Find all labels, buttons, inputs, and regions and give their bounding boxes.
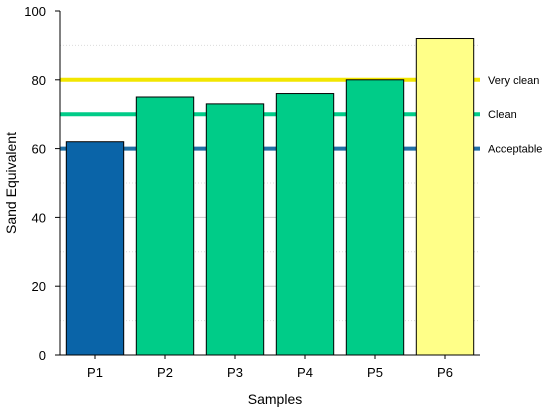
x-tick-label: P4: [297, 365, 313, 380]
reference-line-label: Very clean: [488, 75, 539, 87]
x-tick-label: P5: [367, 365, 383, 380]
bar: [205, 103, 265, 356]
y-tick-label: 40: [32, 210, 46, 225]
y-tick-label: 100: [24, 4, 46, 19]
reference-line-label: Acceptable: [488, 144, 542, 156]
y-tick-label: 60: [32, 142, 46, 157]
x-tick-label: P3: [227, 365, 243, 380]
x-tick-label: P2: [157, 365, 173, 380]
x-tick-label: P6: [437, 365, 453, 380]
y-tick-label: 20: [32, 279, 46, 294]
y-tick-label: 80: [32, 73, 46, 88]
x-tick-label: P1: [87, 365, 103, 380]
bar: [345, 79, 405, 356]
x-axis-label: Samples: [248, 391, 302, 407]
reference-line-label: Clean: [488, 109, 517, 121]
y-tick-label: 0: [39, 348, 46, 363]
bar: [415, 38, 475, 356]
y-axis-label: Sand Equivalent: [3, 132, 19, 234]
bar: [275, 93, 335, 356]
bar: [65, 141, 125, 356]
bar: [135, 96, 195, 356]
